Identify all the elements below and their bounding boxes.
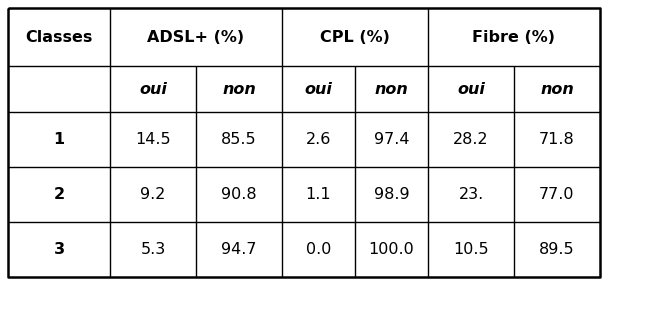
Text: 14.5: 14.5: [135, 132, 171, 147]
Text: 2.6: 2.6: [306, 132, 331, 147]
Text: non: non: [222, 81, 256, 96]
Text: ADSL+ (%): ADSL+ (%): [148, 30, 244, 44]
Text: 97.4: 97.4: [374, 132, 409, 147]
Text: 77.0: 77.0: [539, 187, 575, 202]
Text: 71.8: 71.8: [539, 132, 575, 147]
Text: 28.2: 28.2: [453, 132, 489, 147]
Text: 10.5: 10.5: [453, 242, 489, 257]
Text: Fibre (%): Fibre (%): [473, 30, 556, 44]
Text: 94.7: 94.7: [221, 242, 257, 257]
Text: non: non: [374, 81, 409, 96]
Text: non: non: [540, 81, 574, 96]
Text: 5.3: 5.3: [140, 242, 165, 257]
Text: oui: oui: [457, 81, 485, 96]
Text: 9.2: 9.2: [140, 187, 165, 202]
Text: 1.1: 1.1: [306, 187, 331, 202]
Text: oui: oui: [139, 81, 167, 96]
Text: 98.9: 98.9: [374, 187, 409, 202]
Text: CPL (%): CPL (%): [320, 30, 390, 44]
Text: 100.0: 100.0: [368, 242, 415, 257]
Text: 90.8: 90.8: [221, 187, 257, 202]
Text: 23.: 23.: [459, 187, 484, 202]
Text: 89.5: 89.5: [539, 242, 575, 257]
Text: 85.5: 85.5: [221, 132, 257, 147]
Text: oui: oui: [304, 81, 332, 96]
Text: Classes: Classes: [25, 30, 93, 44]
Text: 1: 1: [53, 132, 65, 147]
Text: 0.0: 0.0: [306, 242, 331, 257]
Text: 2: 2: [53, 187, 65, 202]
Text: 3: 3: [53, 242, 65, 257]
